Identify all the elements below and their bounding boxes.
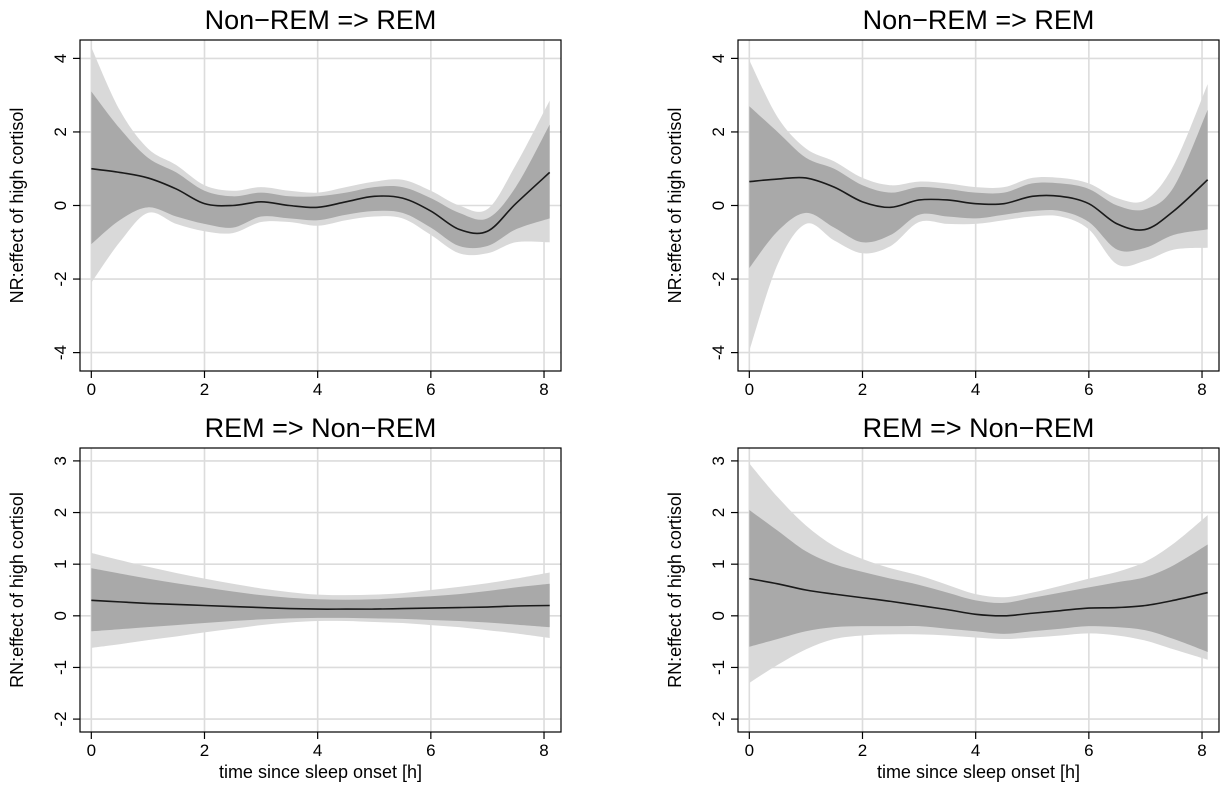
- x-tick-label: 0: [745, 741, 754, 760]
- inner-interval-band: [749, 509, 1208, 652]
- chart-panel-1: 0 2 4 6 8 -4 -2 0 2 4 Non−REM => REM NR:effect of h…: [7, 5, 562, 399]
- panel-title: Non−REM => REM: [205, 5, 437, 35]
- y-axis-label: RN:effect of high cortisol: [665, 492, 685, 688]
- y-tick-label: 2: [51, 127, 70, 136]
- y-tick-label: 0: [51, 611, 70, 620]
- y-tick-label: -2: [51, 712, 70, 727]
- x-tick-label: 0: [745, 380, 754, 399]
- inner-interval-band: [91, 568, 550, 632]
- x-tick-label: 4: [971, 741, 980, 760]
- chart-panel-4: 0 2 4 6 8 -2 -1 0 1 2 3 REM => Non−REM RN:effect of …: [665, 413, 1220, 782]
- x-axis-label: time since sleep onset [h]: [877, 762, 1080, 782]
- y-tick-label: 4: [51, 54, 70, 63]
- y-tick-label: -1: [51, 660, 70, 675]
- y-tick-label: 4: [709, 54, 728, 63]
- x-tick-label: 4: [971, 380, 980, 399]
- x-tick-label: 6: [1084, 380, 1093, 399]
- y-tick-label: 3: [51, 456, 70, 465]
- panel-title: Non−REM => REM: [863, 5, 1095, 35]
- y-tick-label: 1: [51, 559, 70, 568]
- x-tick-label: 6: [426, 741, 435, 760]
- inner-interval-band: [749, 106, 1208, 269]
- y-tick-label: -4: [51, 345, 70, 360]
- plot-area: [91, 552, 550, 648]
- x-tick-label: 2: [858, 380, 867, 399]
- y-axis-label: RN:effect of high cortisol: [7, 492, 27, 688]
- x-tick-label: 2: [200, 380, 209, 399]
- y-tick-label: 2: [709, 508, 728, 517]
- estimate-line: [91, 167, 551, 235]
- y-axis-label: NR:effect of high cortisol: [665, 108, 685, 304]
- y-axis-label: NR:effect of high cortisol: [7, 108, 27, 304]
- x-tick-label: 4: [313, 380, 322, 399]
- x-tick-label: 8: [1197, 741, 1206, 760]
- x-axis-label: time since sleep onset [h]: [219, 762, 422, 782]
- panel-title: REM => Non−REM: [863, 413, 1095, 443]
- chart-panel-3: 0 2 4 6 8 -2 -1 0 1 2 3 REM => Non−REM RN:effect of …: [7, 413, 562, 782]
- outer-interval-band: [749, 463, 1208, 683]
- y-tick-label: 2: [709, 127, 728, 136]
- x-tick-label: 8: [1197, 380, 1206, 399]
- y-tick-label: -2: [709, 712, 728, 727]
- chart-panel-2: 0 2 4 6 8 -4 -2 0 2 4 Non−REM => REM NR:effect of h…: [665, 5, 1220, 399]
- x-tick-label: 2: [200, 741, 209, 760]
- estimate-line: [91, 599, 550, 610]
- panel-title: REM => Non−REM: [205, 413, 437, 443]
- y-tick-label: -1: [709, 660, 728, 675]
- plot-frame: [79, 447, 562, 733]
- x-tick-label: 0: [87, 380, 96, 399]
- estimate-line: [749, 577, 1208, 617]
- x-tick-label: 6: [426, 380, 435, 399]
- y-tick-label: 2: [51, 508, 70, 517]
- x-tick-label: 8: [539, 741, 548, 760]
- plot-area: [749, 463, 1208, 683]
- estimate-line: [749, 176, 1209, 231]
- x-tick-label: 6: [1084, 741, 1093, 760]
- plot-area: [749, 60, 1209, 351]
- x-tick-label: 4: [313, 741, 322, 760]
- y-tick-label: -4: [709, 345, 728, 360]
- y-tick-label: 0: [709, 611, 728, 620]
- y-tick-label: 3: [709, 456, 728, 465]
- plot-area: [91, 47, 551, 283]
- x-tick-label: 0: [87, 741, 96, 760]
- x-tick-label: 8: [539, 380, 548, 399]
- y-tick-label: 0: [51, 201, 70, 210]
- y-tick-label: 1: [709, 559, 728, 568]
- plot-frame: [737, 447, 1220, 733]
- y-tick-label: -2: [51, 271, 70, 286]
- inner-interval-band: [91, 91, 550, 249]
- y-tick-label: 0: [709, 201, 728, 210]
- y-tick-label: -2: [709, 271, 728, 286]
- x-tick-label: 2: [858, 741, 867, 760]
